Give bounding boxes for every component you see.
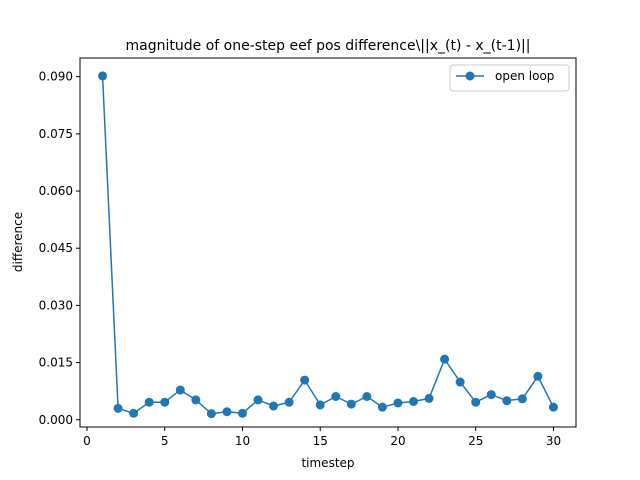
x-axis-label: timestep — [301, 456, 354, 470]
legend-entry-open-loop: open loop — [495, 69, 554, 83]
y-tick-label: 0.045 — [39, 241, 73, 255]
y-tick-label: 0.060 — [39, 184, 73, 198]
legend: open loop — [449, 64, 570, 92]
data-point — [206, 409, 216, 419]
data-point — [113, 403, 123, 413]
data-point — [253, 395, 263, 405]
data-point — [377, 402, 387, 412]
y-tick-label: 0.030 — [39, 298, 73, 312]
data-point — [517, 394, 527, 404]
x-tick-label: 30 — [546, 434, 561, 448]
series-layer — [98, 71, 558, 419]
x-tick-label: 25 — [468, 434, 483, 448]
y-tick-label: 0.015 — [39, 356, 73, 370]
data-point — [502, 396, 512, 406]
data-point — [455, 377, 465, 387]
y-tick-label: 0.075 — [39, 127, 73, 141]
y-axis-label: difference — [11, 212, 25, 272]
data-point — [533, 371, 543, 381]
data-point — [284, 397, 294, 407]
y-tick-label: 0.090 — [39, 70, 73, 84]
chart-title: magnitude of one-step eef pos difference… — [126, 38, 531, 54]
data-point — [471, 397, 481, 407]
data-point — [424, 393, 434, 403]
data-point — [175, 385, 185, 395]
x-axis-ticks: 0 5 10 15 20 25 30 — [83, 427, 561, 448]
y-axis-ticks: 0.000 0.015 0.030 0.045 0.060 0.075 0.090 — [39, 70, 80, 427]
legend-box — [449, 64, 570, 92]
data-point — [548, 402, 558, 412]
x-tick-label: 10 — [235, 434, 250, 448]
data-point — [129, 408, 139, 418]
data-point — [222, 407, 232, 417]
x-tick-label: 20 — [390, 434, 405, 448]
data-point — [409, 396, 419, 406]
plot-frame — [79, 57, 577, 428]
data-point — [237, 408, 247, 418]
data-point — [331, 392, 341, 402]
data-point — [486, 390, 496, 400]
y-tick-label: 0.000 — [39, 413, 73, 427]
data-point — [269, 401, 279, 411]
data-point — [440, 354, 450, 364]
data-point — [346, 399, 356, 409]
data-point — [144, 397, 154, 407]
data-point — [191, 395, 201, 405]
data-point — [300, 375, 310, 385]
x-tick-label: 15 — [313, 434, 328, 448]
x-tick-label: 0 — [83, 434, 91, 448]
data-point — [315, 400, 325, 410]
x-tick-label: 5 — [161, 434, 169, 448]
data-point — [362, 392, 372, 402]
data-point — [160, 397, 170, 407]
data-point — [393, 398, 403, 408]
legend-marker-sample — [465, 71, 475, 81]
data-point — [98, 71, 108, 81]
